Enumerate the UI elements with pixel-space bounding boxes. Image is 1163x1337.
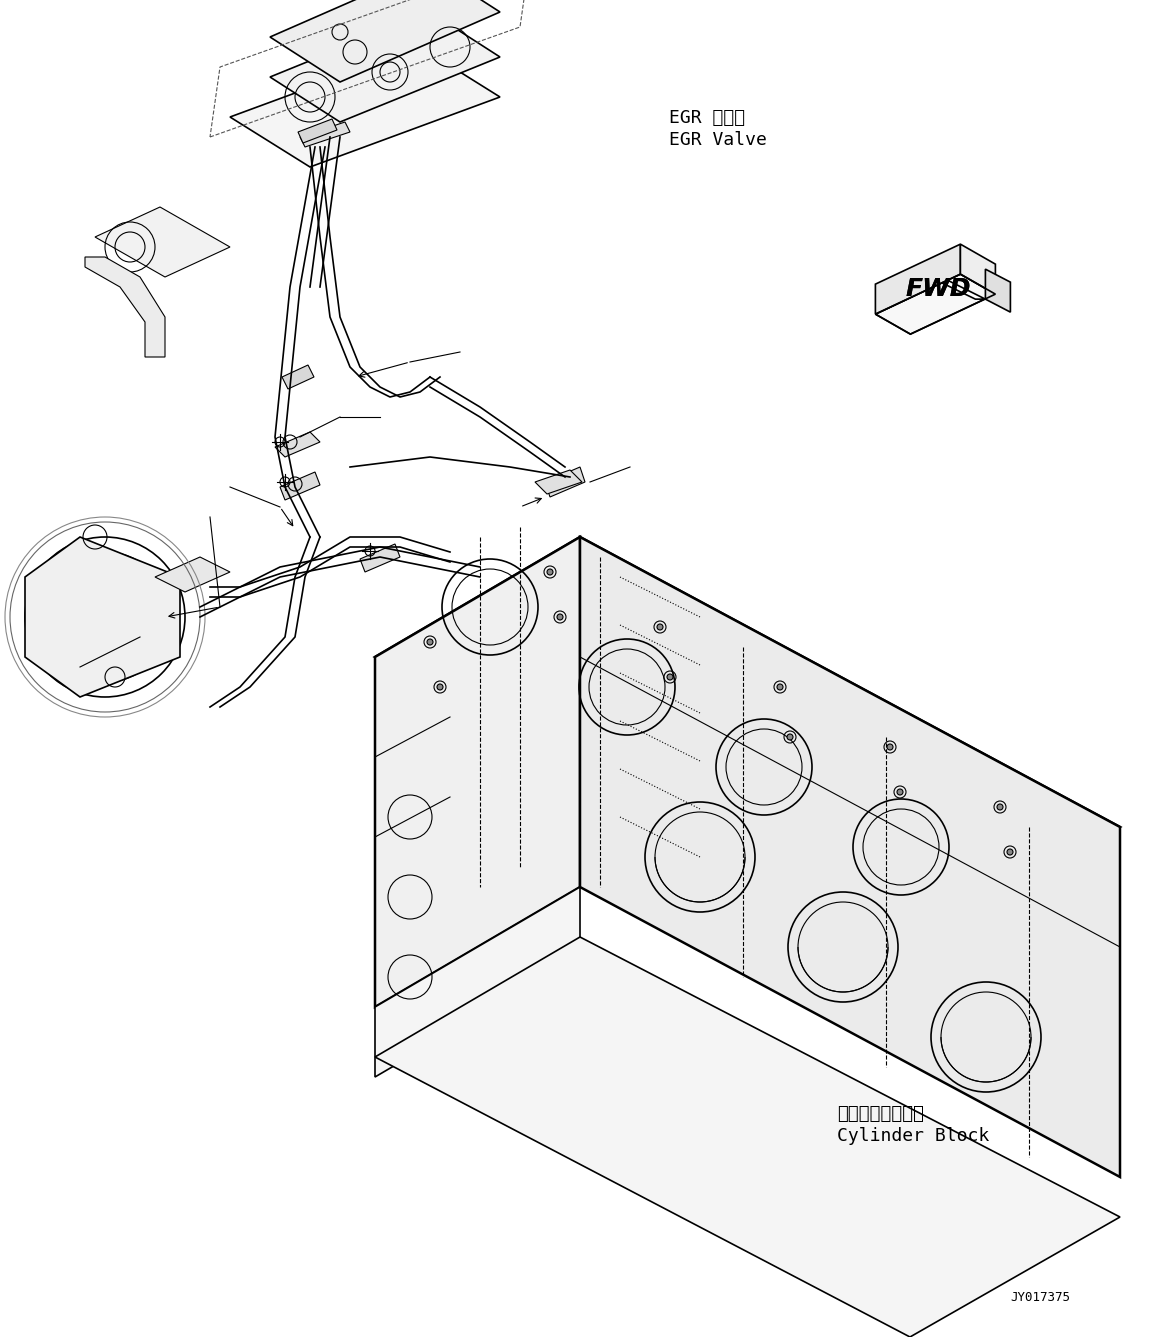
Polygon shape bbox=[374, 886, 580, 1078]
Polygon shape bbox=[580, 537, 1120, 1177]
Circle shape bbox=[657, 624, 663, 630]
Polygon shape bbox=[885, 269, 985, 309]
Circle shape bbox=[557, 614, 563, 620]
Polygon shape bbox=[876, 245, 961, 314]
Polygon shape bbox=[281, 365, 314, 389]
Polygon shape bbox=[274, 432, 320, 457]
Text: JY017375: JY017375 bbox=[1009, 1290, 1070, 1304]
Polygon shape bbox=[876, 274, 996, 334]
Text: EGR Valve: EGR Valve bbox=[669, 131, 766, 148]
Circle shape bbox=[427, 639, 433, 644]
Polygon shape bbox=[300, 122, 350, 147]
Circle shape bbox=[997, 804, 1003, 810]
Polygon shape bbox=[535, 471, 582, 493]
Polygon shape bbox=[374, 537, 1120, 947]
Polygon shape bbox=[280, 472, 320, 500]
Circle shape bbox=[437, 685, 443, 690]
Circle shape bbox=[787, 734, 793, 739]
Circle shape bbox=[897, 789, 902, 796]
Text: EGR バルブ: EGR バルブ bbox=[669, 110, 744, 127]
Polygon shape bbox=[545, 467, 585, 497]
Text: Cylinder Block: Cylinder Block bbox=[837, 1127, 990, 1144]
Polygon shape bbox=[230, 47, 500, 167]
Text: FWD: FWD bbox=[906, 277, 971, 301]
Circle shape bbox=[1007, 849, 1013, 854]
Circle shape bbox=[887, 743, 893, 750]
Polygon shape bbox=[85, 257, 165, 357]
Circle shape bbox=[777, 685, 783, 690]
Text: FWD: FWD bbox=[906, 277, 971, 301]
Polygon shape bbox=[985, 269, 1011, 312]
Polygon shape bbox=[361, 544, 400, 572]
Polygon shape bbox=[95, 207, 230, 277]
Polygon shape bbox=[24, 537, 180, 697]
Polygon shape bbox=[374, 537, 580, 1007]
Circle shape bbox=[668, 674, 673, 681]
Text: シリンダブロック: シリンダブロック bbox=[837, 1106, 925, 1123]
Polygon shape bbox=[374, 937, 1120, 1337]
Polygon shape bbox=[298, 119, 337, 143]
Circle shape bbox=[547, 570, 552, 575]
Polygon shape bbox=[270, 12, 500, 122]
Polygon shape bbox=[155, 558, 230, 592]
Polygon shape bbox=[270, 0, 500, 82]
Polygon shape bbox=[961, 245, 996, 294]
